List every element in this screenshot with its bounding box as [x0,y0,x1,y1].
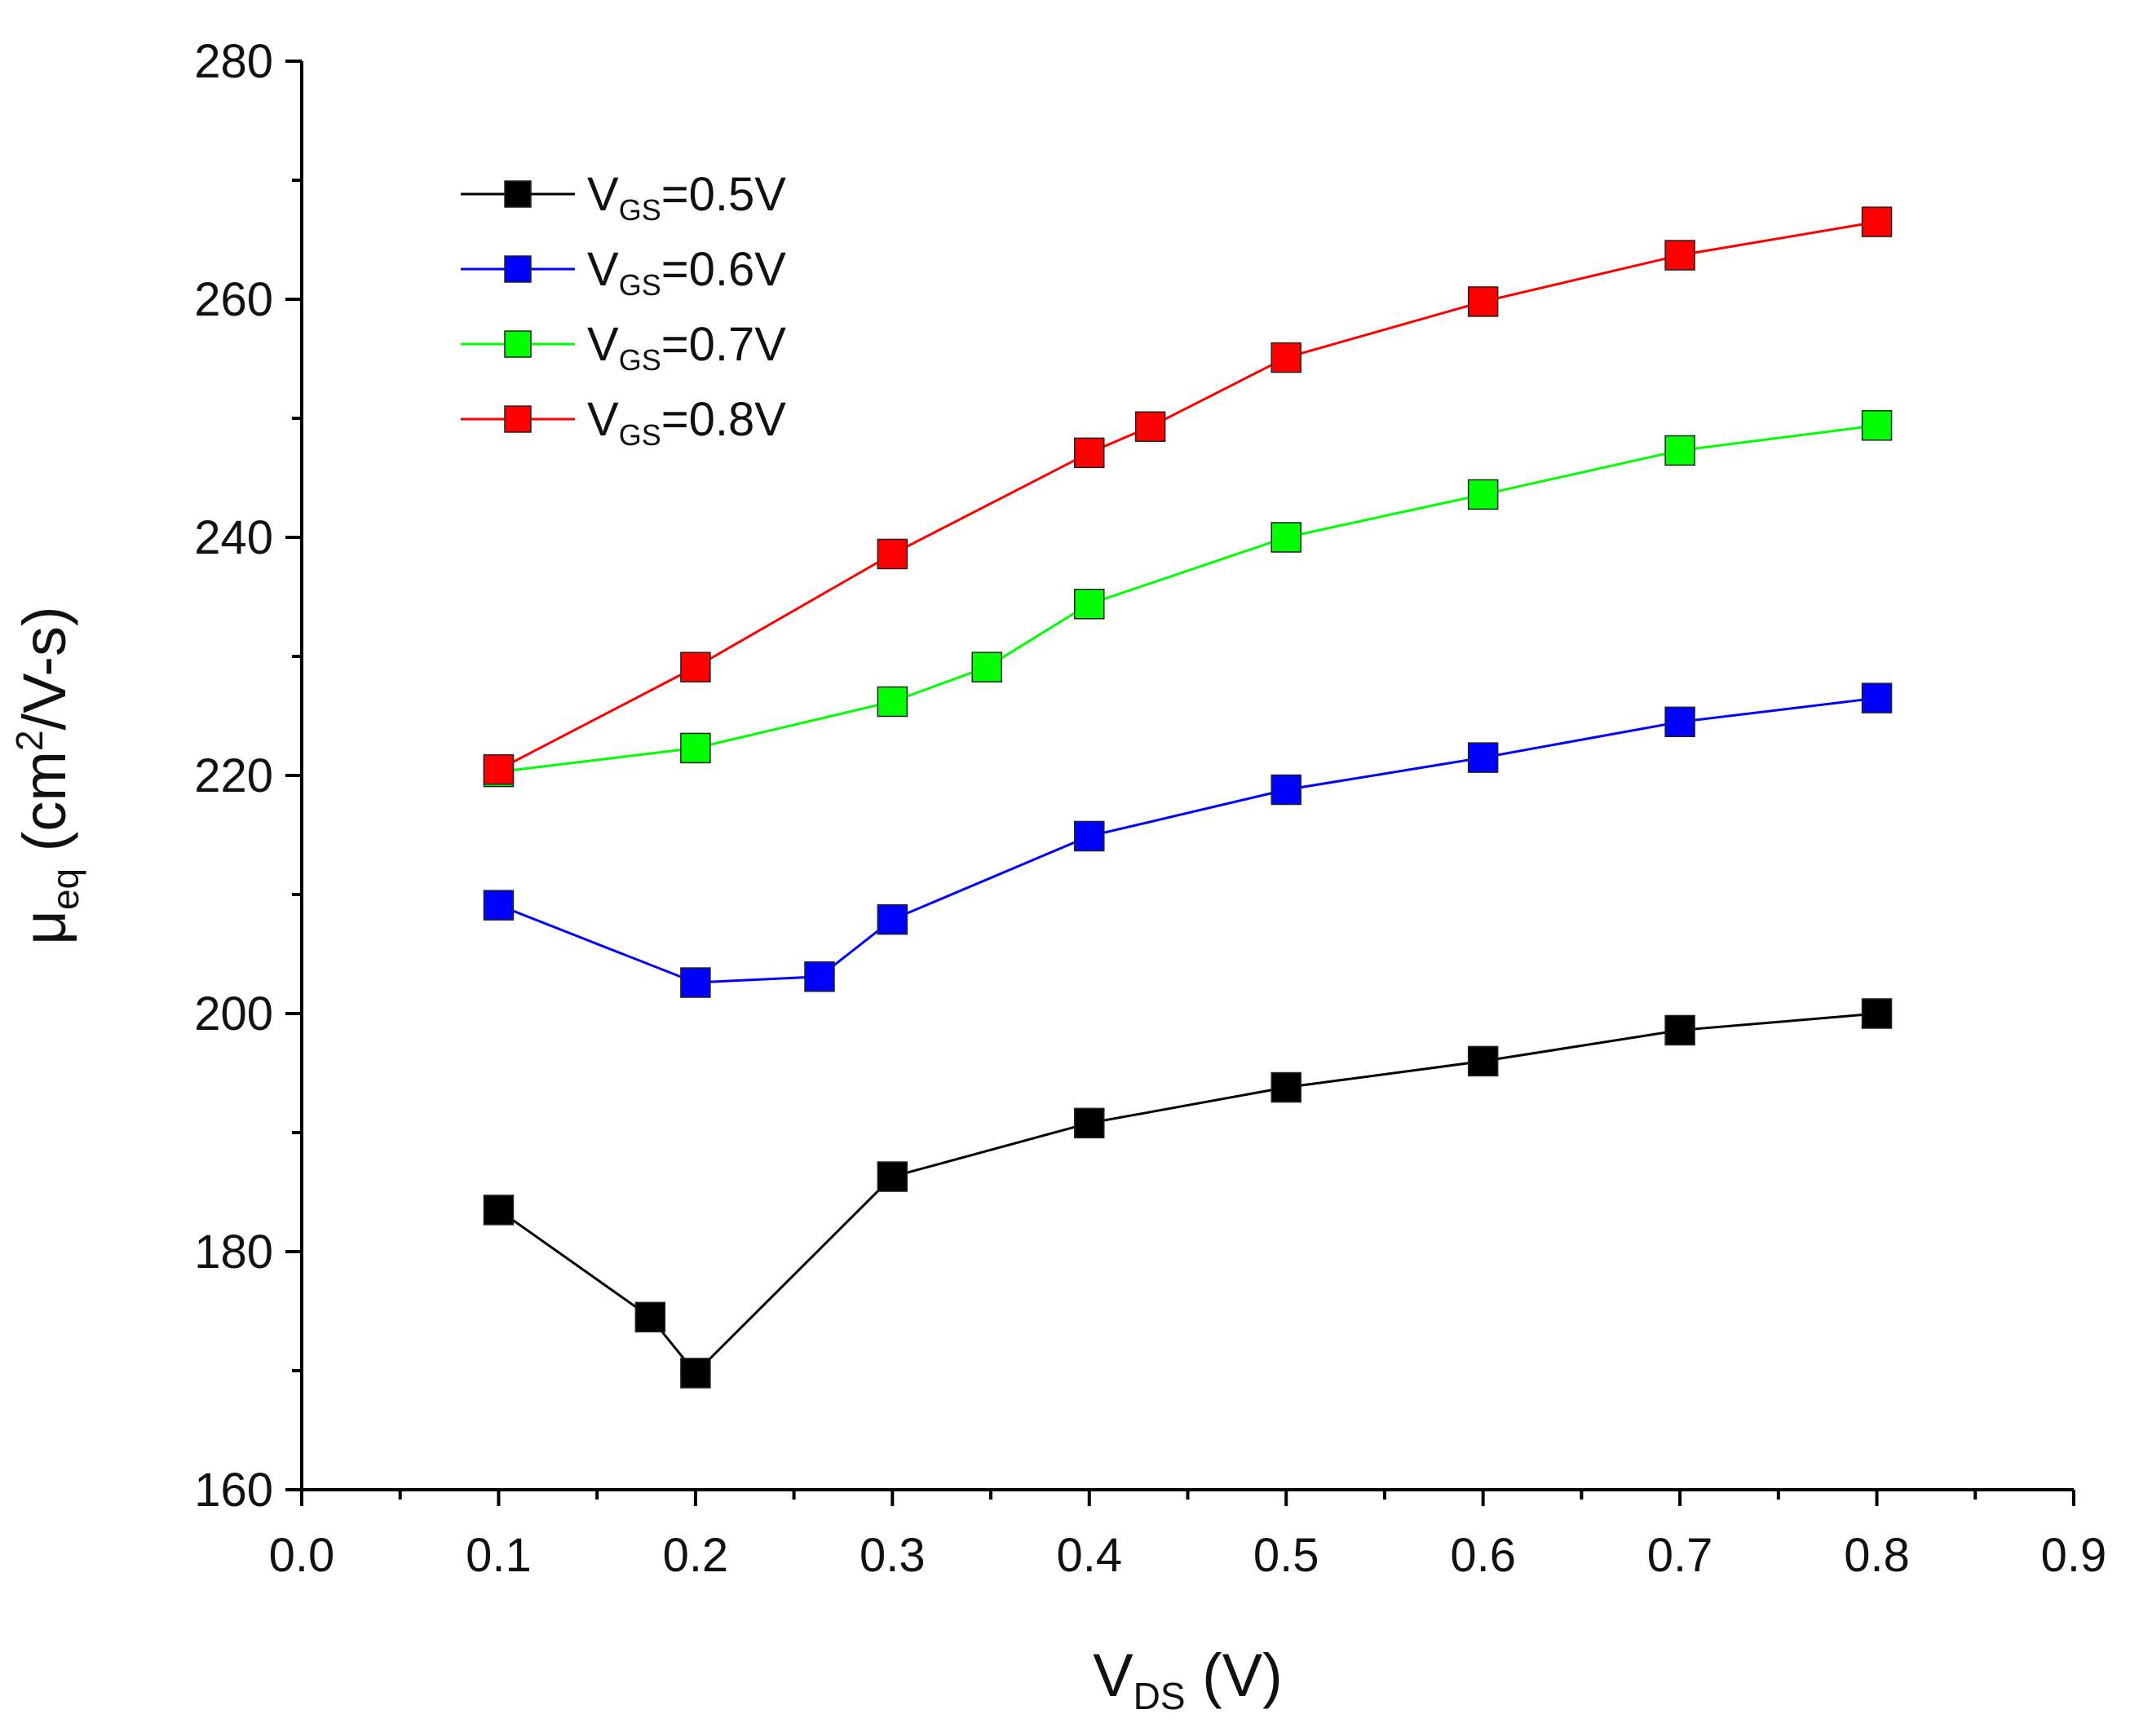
data-point [1074,1107,1105,1139]
legend-label: VGS=0.6V [587,243,786,302]
data-point [1467,479,1499,510]
data-point [1074,820,1105,852]
legend-marker [504,405,532,433]
legend-label-rest: =0.8V [661,393,786,446]
legend-label-main: V [587,318,619,371]
y-tick-label: 280 [194,35,273,88]
y-axis-label-rest: (cm [11,751,78,868]
data-point [1861,206,1893,237]
data-point [1664,706,1695,738]
legend-label-rest: =0.5V [661,168,786,221]
data-point [1467,286,1499,317]
data-point [483,1195,515,1226]
data-point [877,1161,908,1192]
data-point [680,1358,711,1389]
x-tick-label: 0.2 [663,1529,729,1582]
legend-label-main: V [587,168,619,221]
data-point [680,652,711,682]
data-point [971,652,1002,682]
data-point [483,890,515,921]
data-point [1861,998,1893,1029]
legend-item: VGS=0.5V [461,168,786,227]
legend-marker [504,255,532,283]
legend-marker [504,330,532,358]
axes: 0.0 0.1 0.2 0.3 0.4 0.5 0.6 0.7 0.8 0.9 160 180 200 2… [194,35,2106,1582]
series-layer [483,206,1893,1389]
x-tick-label: 0.8 [1844,1529,1910,1582]
legend-marker [504,180,532,208]
x-tick-label: 0.5 [1253,1529,1319,1582]
series-line [497,1012,1877,1376]
y-tick-label: 220 [194,749,273,802]
data-point [1664,240,1695,271]
x-tick-label: 0.6 [1450,1529,1516,1582]
legend-label-main: V [587,243,619,296]
legend-label: VGS=0.7V [587,318,786,377]
y-tick-label: 240 [194,511,273,564]
data-point [1270,1071,1301,1103]
data-point [1134,411,1166,442]
legend-label-rest: =0.6V [661,243,786,296]
legend-label-sub: GS [619,268,661,302]
legend-item: VGS=0.8V [461,393,786,452]
y-tick-label: 260 [194,273,273,326]
series-4 [483,206,1893,785]
y-axis-label: μeq (cm2/V-s) [8,606,86,944]
x-axis-label-sub: DS [1133,1675,1186,1717]
data-point [1467,1045,1499,1077]
legend-label-main: V [587,393,619,446]
data-point [877,538,908,570]
x-axis-label-main: V [1093,1641,1133,1709]
data-point [877,686,908,718]
legend-label-sub: GS [619,343,661,377]
legend-label: VGS=0.5V [587,168,786,227]
x-tick-label: 0.3 [860,1529,926,1582]
data-point [1074,589,1105,620]
data-point [680,732,711,764]
legend-item: VGS=0.7V [461,318,786,377]
x-axis-label: VDS (V) [1093,1641,1282,1717]
data-point [804,961,835,992]
x-tick-label: 0.1 [466,1529,532,1582]
legend-label-sub: GS [619,418,661,452]
series-line [497,220,1877,771]
data-point [1861,682,1893,713]
series-1 [483,998,1893,1389]
legend-label: VGS=0.8V [587,393,786,452]
y-axis-label-main: μ [11,910,78,945]
legend-label-sub: GS [619,193,661,227]
y-tick-label: 200 [194,987,273,1040]
data-point [1861,410,1893,441]
data-point [1467,742,1499,773]
data-point [1270,774,1301,806]
data-point [483,753,515,785]
data-point [877,903,908,935]
legend-item: VGS=0.6V [461,243,786,302]
data-point [634,1301,666,1333]
y-tick-label: 160 [194,1464,273,1517]
series-2 [483,682,1893,998]
legend-label-rest: =0.7V [661,318,786,371]
x-tick-label: 0.9 [2041,1529,2107,1582]
data-point [1664,1014,1695,1046]
data-point [680,967,711,998]
data-point [1074,437,1105,469]
x-tick-label: 0.0 [269,1529,335,1582]
x-tick-label: 0.7 [1647,1529,1713,1582]
data-point [1270,522,1301,553]
axis-labels: VDS (V) μeq (cm2/V-s) [8,606,1283,1717]
x-axis-label-rest: (V) [1186,1641,1283,1709]
data-point [1270,342,1301,373]
y-axis-label-sup: 2 [8,730,51,751]
y-axis-label-sub: eq [44,868,86,910]
y-axis-label-rest2: /V-s) [11,606,78,730]
y-tick-label: 180 [194,1226,273,1279]
data-point [1664,435,1695,466]
x-tick-label: 0.4 [1056,1529,1122,1582]
